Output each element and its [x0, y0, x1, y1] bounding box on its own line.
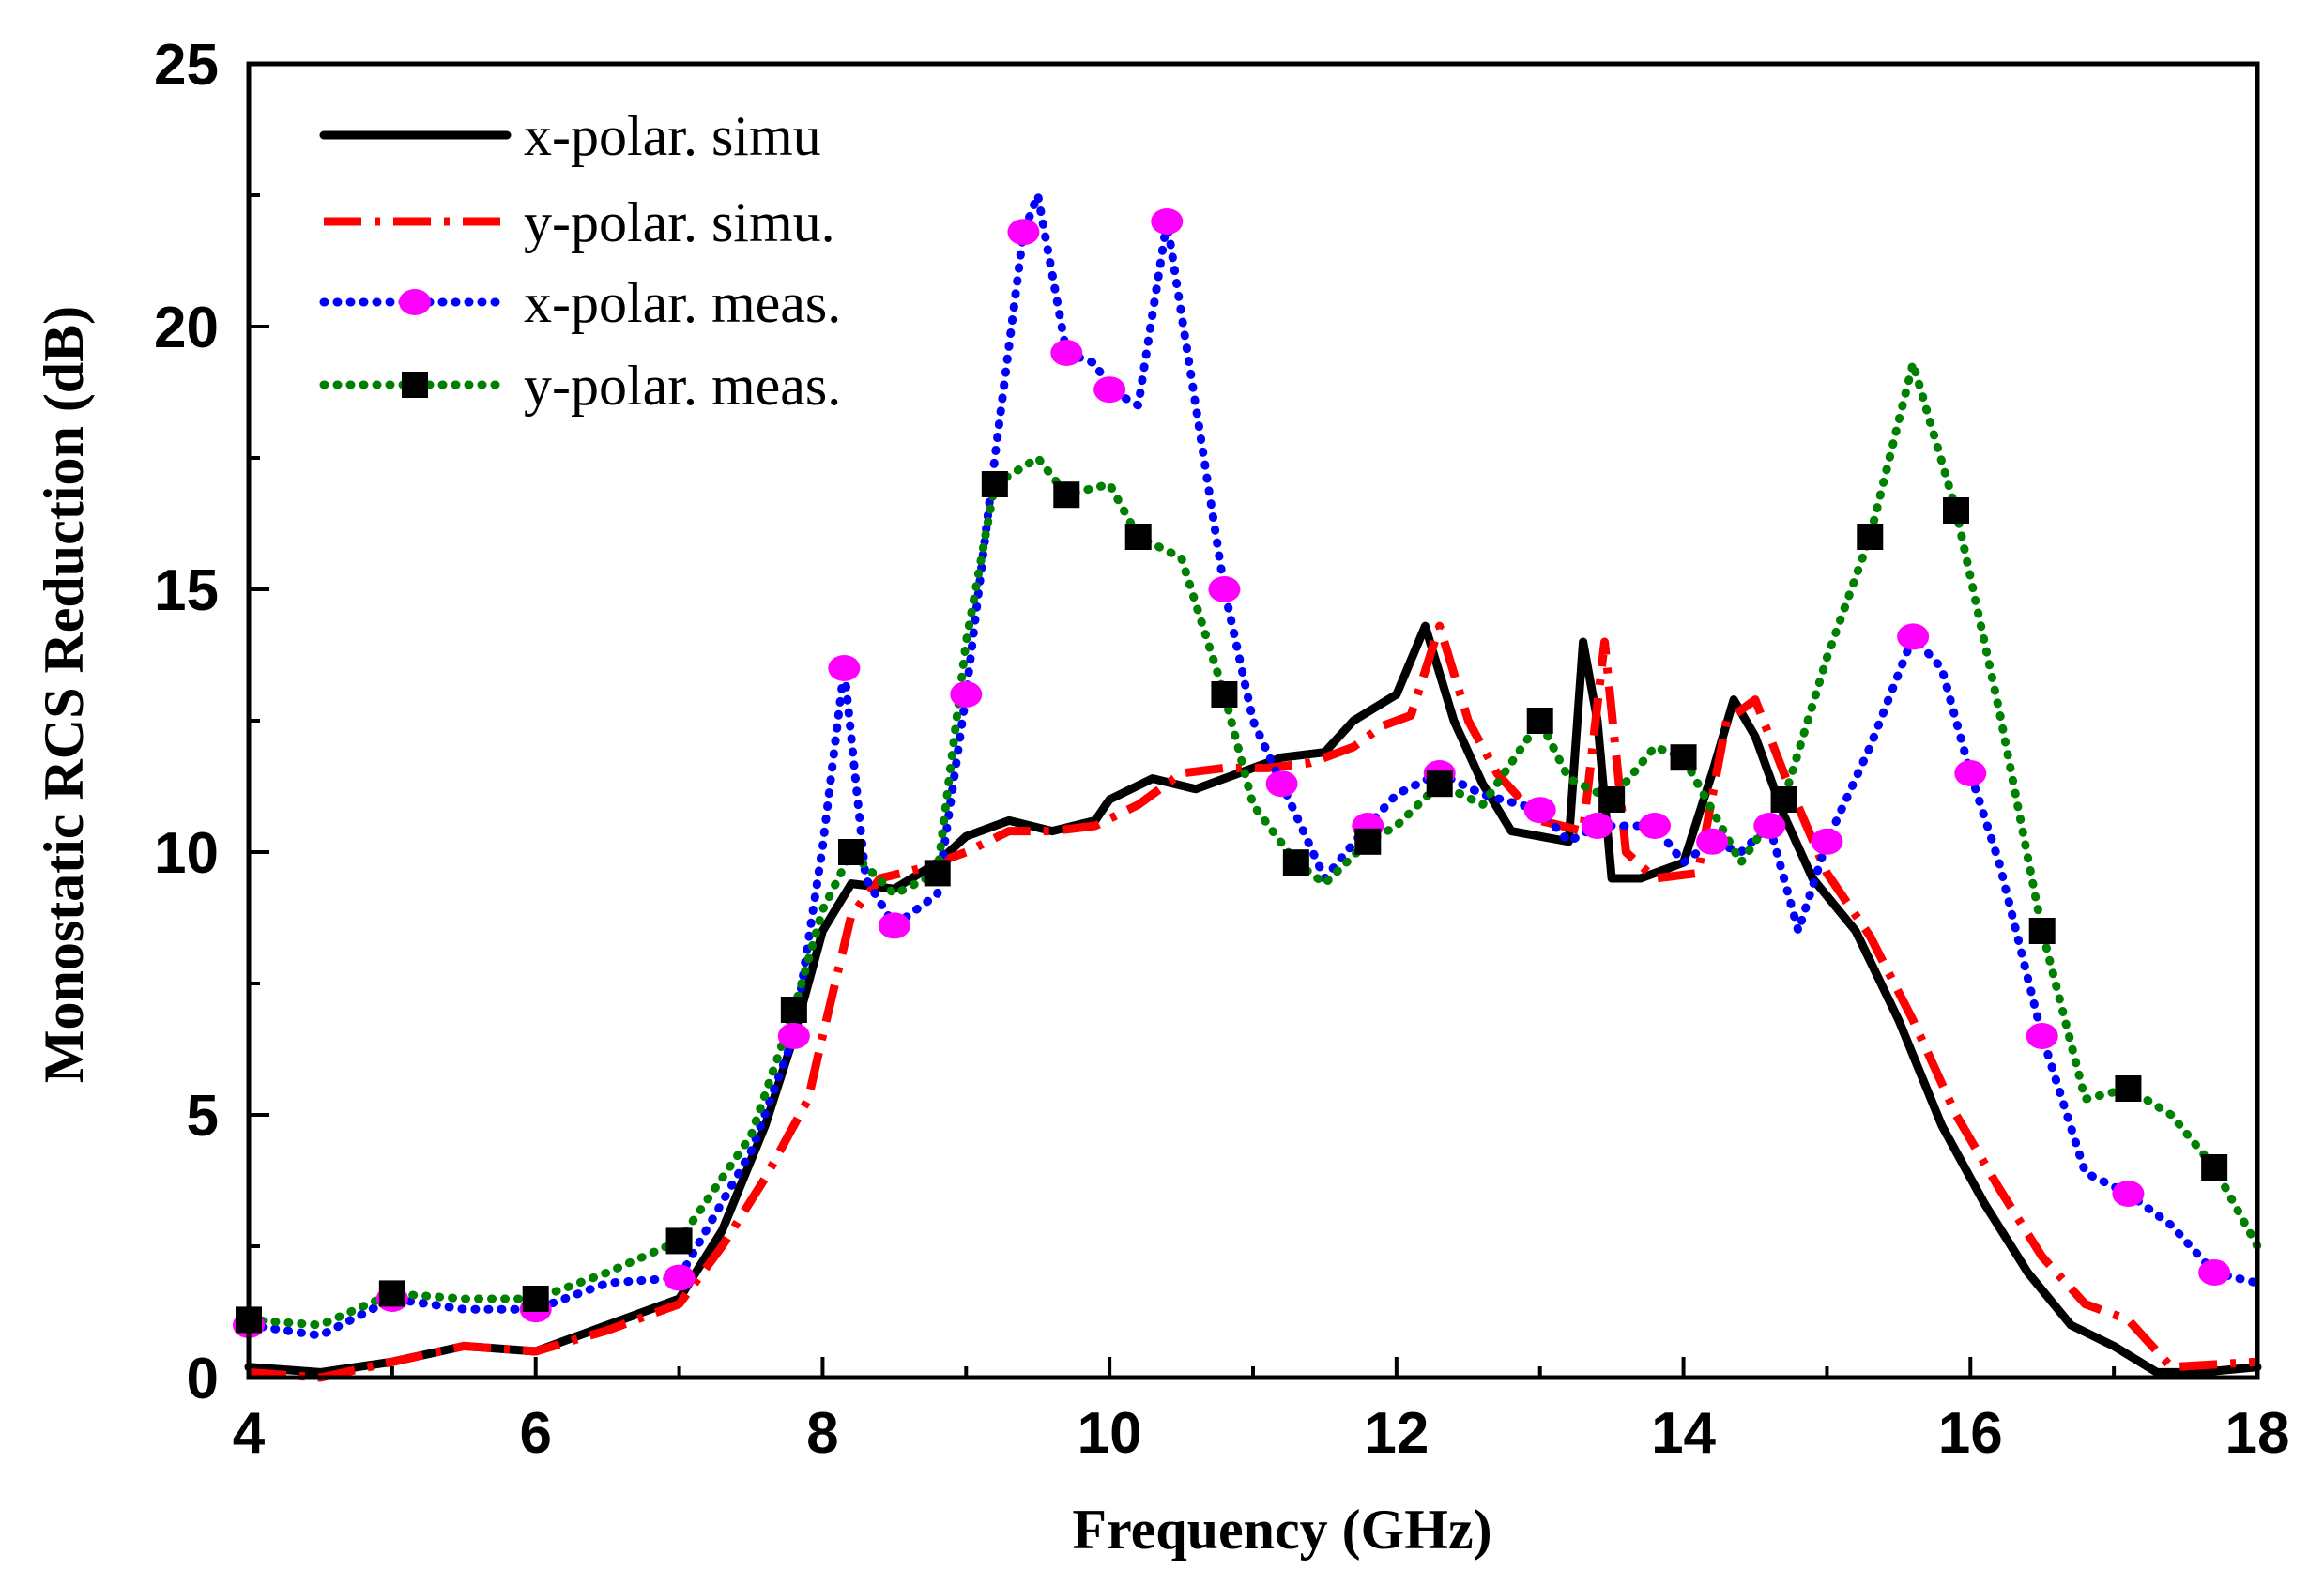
legend-item-y-polar-meas: y-polar. meas.	[319, 355, 841, 417]
legend-item-x-polar-meas: x-polar. meas.	[319, 272, 841, 334]
marker-y-polar-meas	[1354, 828, 1382, 855]
y-tick-label: 10	[154, 821, 219, 886]
marker-x-polar-meas	[1007, 219, 1040, 246]
marker-x-polar-meas	[1696, 828, 1729, 855]
legend-item-x-polar-simu: x-polar. simu	[319, 105, 821, 167]
x-tick-label: 10	[1078, 1401, 1142, 1466]
y-tick-label: 0	[187, 1347, 219, 1411]
marker-x-polar-meas	[2198, 1259, 2231, 1286]
series-line-x-polar-simu	[244, 621, 2262, 1377]
marker-x-polar-meas	[828, 655, 861, 681]
axis-layer: 4 6 8 10 12 14 16 18 0 5 10 15 20 25	[154, 33, 2289, 1466]
marker-y-polar-meas	[1670, 744, 1697, 771]
series-line-y-polar-simu	[248, 621, 2258, 1382]
marker-y-polar-meas	[1598, 786, 1626, 813]
marker-y-polar-meas	[1282, 849, 1309, 876]
marker-y-polar-meas	[1124, 524, 1152, 550]
legend: x-polar. simu y-polar. simu. x-polar. me…	[319, 105, 841, 417]
marker-y-polar-meas	[665, 1227, 693, 1255]
marker-x-polar-meas	[950, 681, 983, 708]
marker-y-polar-meas	[838, 839, 864, 865]
marker-x-polar-meas	[1897, 623, 1930, 650]
x-tick-label: 18	[2225, 1401, 2290, 1466]
marker-layer	[233, 208, 2231, 1338]
legend-marker-x-polar-meas	[399, 289, 431, 315]
y-axis-title: Monostatic RCS Reduction (dB)	[33, 306, 95, 1083]
marker-x-polar-meas	[1151, 208, 1184, 235]
marker-y-polar-meas	[1526, 708, 1553, 734]
legend-label-y-polar-simu: y-polar. simu.	[524, 191, 835, 253]
marker-x-polar-meas	[2112, 1181, 2145, 1207]
marker-y-polar-meas	[1053, 481, 1080, 509]
legend-label-y-polar-meas: y-polar. meas.	[524, 355, 841, 417]
marker-y-polar-meas	[924, 860, 951, 887]
marker-y-polar-meas	[1211, 681, 1238, 708]
series-line-y-polar-meas	[244, 358, 2262, 1330]
marker-x-polar-meas	[1639, 813, 1671, 839]
x-tick-label: 8	[806, 1401, 838, 1466]
marker-y-polar-meas	[378, 1280, 405, 1307]
y-tick-label: 25	[154, 33, 219, 98]
marker-x-polar-meas	[1093, 376, 1126, 404]
marker-y-polar-meas	[1770, 786, 1797, 813]
legend-label-x-polar-simu: x-polar. simu	[524, 105, 821, 167]
marker-x-polar-meas	[1753, 813, 1786, 839]
marker-y-polar-meas	[2028, 918, 2056, 944]
marker-x-polar-meas	[1523, 797, 1556, 824]
marker-x-polar-meas	[1811, 828, 1843, 855]
marker-y-polar-meas	[2201, 1154, 2228, 1181]
marker-y-polar-meas	[1857, 524, 1884, 550]
marker-y-polar-meas	[1426, 770, 1453, 798]
x-axis-title: Frequency (GHz)	[1072, 1499, 1491, 1561]
marker-x-polar-meas	[1581, 813, 1613, 839]
x-tick-label: 14	[1651, 1401, 1716, 1466]
marker-x-polar-meas	[1208, 576, 1241, 602]
marker-y-polar-meas	[981, 471, 1008, 497]
marker-x-polar-meas	[1954, 760, 1987, 786]
marker-x-polar-meas	[663, 1264, 696, 1291]
y-tick-label: 20	[154, 296, 219, 360]
marker-x-polar-meas	[1050, 340, 1083, 366]
y-tick-label: 5	[187, 1084, 219, 1149]
marker-y-polar-meas	[522, 1286, 549, 1312]
x-tick-label: 6	[519, 1401, 551, 1466]
x-tick-label: 12	[1364, 1401, 1429, 1466]
x-tick-label: 16	[1938, 1401, 2003, 1466]
y-tick-label: 15	[154, 558, 219, 623]
marker-x-polar-meas	[2026, 1023, 2058, 1049]
marker-x-polar-meas	[1265, 770, 1298, 798]
marker-y-polar-meas	[2115, 1075, 2142, 1102]
marker-x-polar-meas	[777, 1023, 810, 1049]
legend-item-y-polar-simu: y-polar. simu.	[324, 191, 835, 253]
marker-y-polar-meas	[1943, 497, 1969, 524]
marker-x-polar-meas	[878, 912, 910, 939]
legend-marker-y-polar-meas	[402, 372, 428, 398]
x-tick-label: 4	[233, 1401, 266, 1466]
marker-y-polar-meas	[780, 997, 807, 1023]
legend-label-x-polar-meas: x-polar. meas.	[524, 272, 841, 334]
